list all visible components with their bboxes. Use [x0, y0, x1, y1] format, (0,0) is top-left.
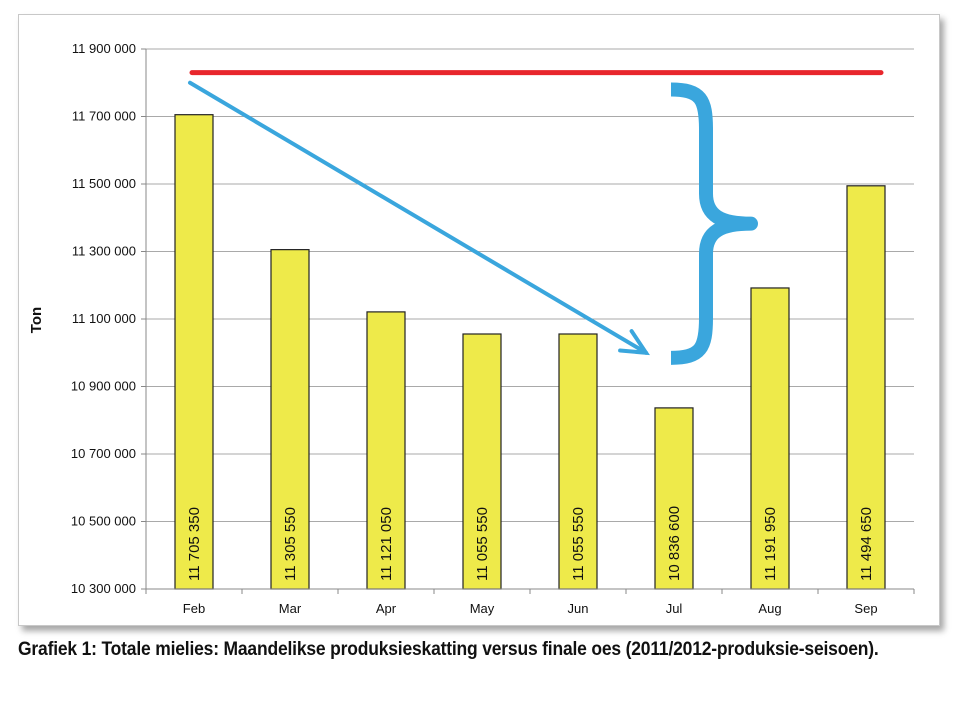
y-tick-label: 10 500 000	[71, 514, 136, 529]
blue-curly-brace	[670, 82, 758, 365]
x-tick-label: Aug	[758, 601, 781, 616]
x-tick-label: May	[470, 601, 495, 616]
gridlines	[146, 48, 914, 590]
y-tick-label: 11 500 000	[72, 176, 136, 191]
x-tick-label: Jul	[666, 601, 683, 616]
x-tick-label: Jun	[568, 601, 589, 616]
bar-value-label: 11 055 550	[474, 507, 491, 581]
y-tick-label: 11 900 000	[72, 41, 136, 56]
y-tick-label: 11 100 000	[72, 311, 136, 326]
bar-aug	[750, 287, 790, 590]
y-tick-label: 11 300 000	[72, 244, 136, 259]
blue-trend-arrow	[188, 80, 648, 355]
y-tick-label: 10 700 000	[71, 446, 136, 461]
bar-sep	[846, 185, 886, 590]
bar-value-label: 11 055 550	[570, 507, 587, 581]
y-axis-title: Ton	[28, 307, 45, 333]
annotations	[188, 70, 884, 365]
bar-feb	[174, 114, 214, 590]
chart-frame: 11 705 350 11 305 550 11 121 050 11 055 550…	[18, 14, 940, 626]
axes: 10 300 000 10 500 000 10 700 000 10 900 000…	[71, 41, 915, 616]
bar-value-label: 11 494 650	[858, 507, 875, 581]
bar-value-label: 11 705 350	[186, 507, 203, 581]
y-tick-label: 10 900 000	[71, 379, 136, 394]
figure-caption: Grafiek 1: Totale mielies: Maandelikse p…	[18, 639, 879, 660]
bars: 11 705 350 11 305 550 11 121 050 11 055 550…	[174, 114, 886, 590]
bar-chart: 11 705 350 11 305 550 11 121 050 11 055 550…	[28, 41, 915, 616]
x-tick-label: Mar	[279, 601, 302, 616]
y-tick-label: 10 300 000	[71, 581, 136, 596]
x-tick-label: Sep	[854, 601, 877, 616]
y-tick-label: 11 700 000	[72, 109, 136, 124]
x-tick-label: Apr	[376, 601, 397, 616]
bar-value-label: 11 305 550	[282, 507, 299, 581]
blue-arrow-head	[618, 329, 650, 356]
bar-value-label: 11 121 050	[378, 507, 395, 581]
bar-jul	[654, 407, 694, 590]
x-tick-label: Feb	[183, 601, 205, 616]
bar-value-label: 11 191 950	[762, 507, 779, 581]
bar-value-label: 10 836 600	[666, 506, 683, 581]
